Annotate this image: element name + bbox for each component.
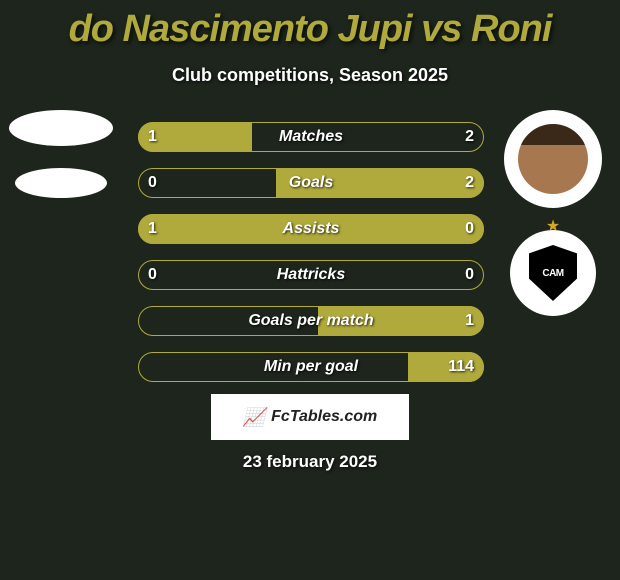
stat-label: Matches <box>138 122 484 152</box>
stat-label: Assists <box>138 214 484 244</box>
player-left-avatar <box>9 110 113 146</box>
stat-row: 10Assists <box>138 214 484 244</box>
footer-brand-tag: 📈 FcTables.com <box>211 394 409 440</box>
chart-icon: 📈 <box>243 407 265 428</box>
page-title: do Nascimento Jupi vs Roni <box>0 0 620 51</box>
page-subtitle: Club competitions, Season 2025 <box>0 65 620 86</box>
player-left-panel <box>6 110 116 198</box>
stat-label: Goals per match <box>138 306 484 336</box>
stat-row: 12Matches <box>138 122 484 152</box>
player-right-clublogo: ★ CAM <box>510 230 596 316</box>
stat-label: Min per goal <box>138 352 484 382</box>
footer-brand-text: FcTables.com <box>271 408 377 426</box>
stat-row: 02Goals <box>138 168 484 198</box>
player-left-clublogo <box>15 168 107 198</box>
stat-label: Hattricks <box>138 260 484 290</box>
star-icon: ★ <box>546 216 560 236</box>
player-right-panel: ★ CAM <box>498 110 608 316</box>
club-shield-icon: CAM <box>529 245 577 301</box>
footer-date: 23 february 2025 <box>0 452 620 472</box>
stat-label: Goals <box>138 168 484 198</box>
stat-row: 114Min per goal <box>138 352 484 382</box>
stats-chart: 12Matches 02Goals 10Assists 00Hattricks 1Goa… <box>138 122 484 398</box>
face-icon <box>518 124 588 194</box>
player-right-avatar <box>504 110 602 208</box>
club-abbr: CAM <box>542 268 563 279</box>
stat-row: 00Hattricks <box>138 260 484 290</box>
stat-row: 1Goals per match <box>138 306 484 336</box>
